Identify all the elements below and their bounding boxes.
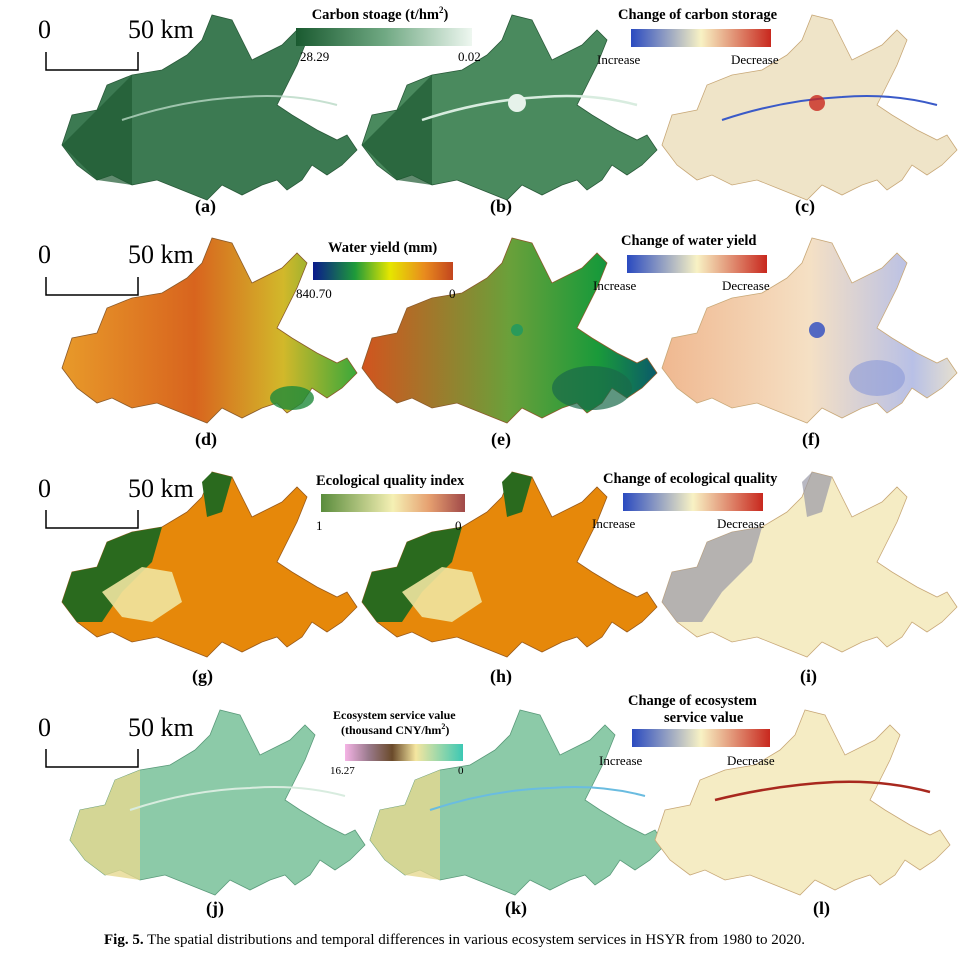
map-eco-2020 (361, 471, 658, 658)
legend-water-change-right: Decrease (722, 278, 770, 293)
legend-eco-change-ramp (623, 493, 763, 511)
scale-zero: 0 (38, 474, 51, 503)
panel-label-i: (i) (800, 666, 817, 686)
legend-esv-change-right: Decrease (727, 753, 775, 768)
scale-bar (45, 749, 139, 768)
legend-eco-max: 0 (455, 518, 462, 533)
scale-zero: 0 (38, 15, 51, 44)
legend-carbon-title: Carbon stoage (t/hm2) (311, 5, 449, 23)
panel-label-g: (g) (192, 666, 213, 686)
panel-label-l: (l) (813, 898, 830, 918)
legend-esv-max: 0 (458, 765, 464, 777)
legend-carbon-max: 0.02 (458, 49, 481, 64)
map-water-2020 (361, 237, 658, 424)
legend-eco-ramp (321, 494, 465, 512)
map-eco-change (661, 471, 958, 658)
scale-distance: 50 km (128, 15, 194, 44)
legend-esv-min: 16.27 (330, 765, 355, 777)
legend-water-change-title: Change of water yield (621, 233, 757, 249)
legend-carbon: Carbon stoage (t/hm2) (250, 5, 510, 24)
legend-carbon-change-left: Increase (597, 52, 641, 67)
panel-label-f: (f) (802, 429, 820, 449)
legend-water-title: Water yield (mm) (328, 240, 438, 256)
legend-eco-change-title: Change of ecological quality (603, 471, 778, 487)
panel-label-a: (a) (195, 196, 216, 216)
legend-esv-title-1: Ecosystem service value (333, 708, 456, 722)
scale-distance: 50 km (128, 713, 194, 742)
legend-esv-change-left: Increase (599, 753, 643, 768)
map-carbon-1980 (61, 14, 358, 201)
map-esv-1980 (69, 709, 366, 896)
panel-label-j: (j) (206, 898, 224, 918)
legend-water-ramp (313, 262, 453, 280)
legend-water-max: 0 (449, 286, 456, 301)
scale-zero: 0 (38, 240, 51, 269)
legend-esv-change-title-2: service value (664, 710, 744, 726)
panel-label-e: (e) (491, 429, 511, 449)
caption-label: Fig. 5. (104, 932, 144, 948)
legend-water-min: 840.70 (296, 286, 332, 301)
map-esv-change (654, 709, 951, 896)
map-carbon-2020 (361, 14, 658, 201)
legend-esv-change-ramp (632, 729, 770, 747)
caption-text: The spatial distributions and temporal d… (147, 932, 806, 948)
panel-label-b: (b) (490, 196, 512, 216)
scale-bar (45, 52, 139, 71)
legend-esv-change-title-1: Change of ecosystem (628, 693, 757, 709)
legend-water-change-ramp (627, 255, 767, 273)
scale-distance: 50 km (128, 474, 194, 503)
scale-zero: 0 (38, 713, 51, 742)
scale-bar (45, 510, 139, 529)
legend-eco-title: Ecological quality index (316, 473, 465, 489)
map-carbon-change (661, 14, 958, 201)
legend-carbon-change-right: Decrease (731, 52, 779, 67)
figure-caption: Fig. 5. The spatial distributions and te… (104, 932, 805, 949)
panel-label-c: (c) (795, 196, 815, 216)
map-water-1980 (61, 237, 358, 424)
legend-carbon-ramp (296, 28, 472, 46)
scale-bar (45, 277, 139, 296)
scale-distance: 50 km (128, 240, 194, 269)
legend-eco-change-right: Decrease (717, 516, 765, 531)
legend-carbon-min: 28.29 (300, 49, 330, 64)
legend-carbon-change-ramp (631, 29, 771, 47)
map-water-change (661, 237, 958, 424)
legend-water-change-left: Increase (593, 278, 637, 293)
panel-label-k: (k) (505, 898, 527, 918)
legend-carbon-change-title: Change of carbon storage (618, 7, 778, 23)
panel-label-h: (h) (490, 666, 512, 686)
legend-esv-ramp (345, 744, 463, 761)
legend-eco-change-left: Increase (592, 516, 636, 531)
panel-label-d: (d) (195, 429, 217, 449)
legend-esv-title-2: (thousand CNY/hm2) (341, 722, 450, 737)
map-esv-2020 (369, 709, 666, 896)
legend-eco-min: 1 (316, 518, 323, 533)
map-eco-1980 (61, 471, 358, 658)
